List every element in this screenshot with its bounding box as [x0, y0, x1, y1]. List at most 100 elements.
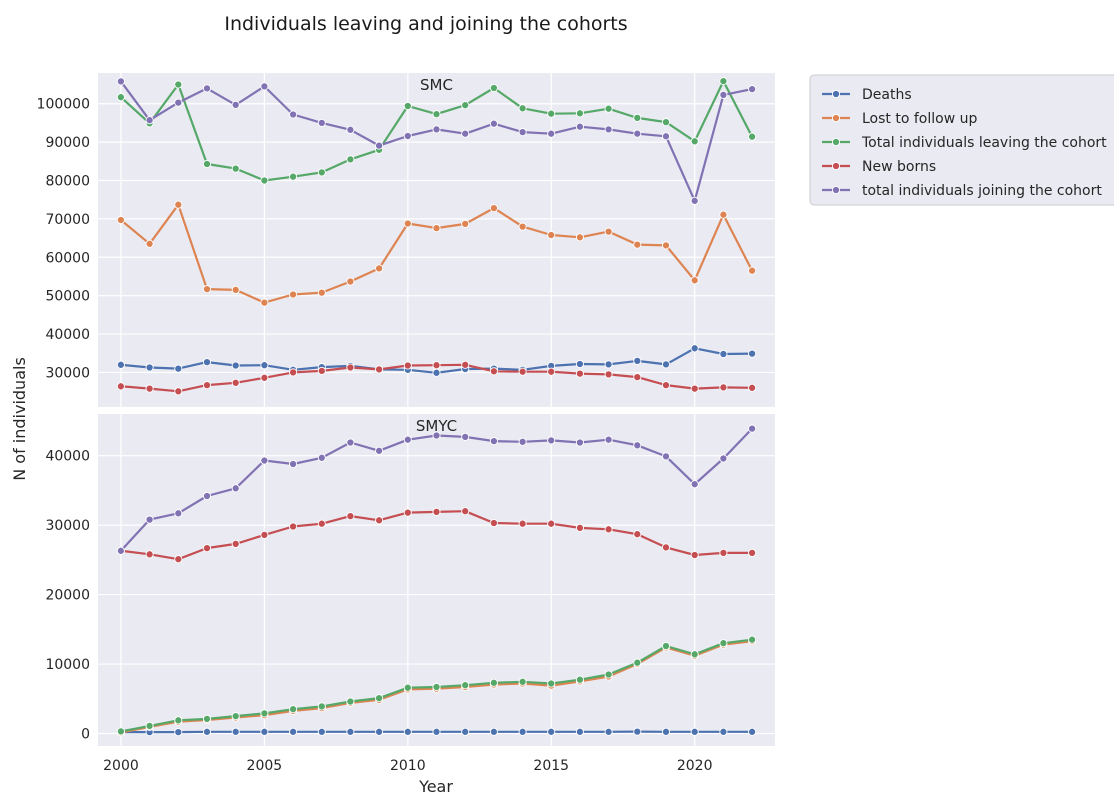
data-point [375, 694, 384, 703]
data-point [346, 697, 355, 706]
data-point [489, 83, 498, 93]
data-point [748, 85, 757, 94]
panel-title: SMYC [416, 417, 457, 435]
data-point [489, 367, 498, 376]
data-point [202, 381, 212, 390]
data-point [690, 480, 699, 489]
data-point [116, 727, 125, 736]
data-point [461, 507, 470, 516]
legend-entry: Lost to follow up [822, 111, 977, 127]
data-point [518, 367, 527, 376]
y-tick-label: 0 [81, 726, 90, 742]
data-point [116, 360, 125, 369]
data-point [633, 129, 642, 138]
data-point [403, 101, 412, 111]
x-tick-label: 2005 [247, 758, 283, 774]
data-point [231, 285, 240, 294]
data-point [260, 709, 269, 718]
data-point [202, 544, 212, 553]
data-point [202, 714, 212, 723]
data-point [604, 525, 613, 534]
data-point [748, 349, 757, 358]
data-point [690, 137, 699, 146]
data-point [489, 678, 498, 687]
data-point [403, 683, 412, 692]
data-point [202, 159, 212, 169]
data-point [432, 361, 441, 370]
data-point [231, 539, 240, 548]
data-point [461, 101, 470, 110]
data-point [518, 727, 527, 736]
data-point [260, 456, 269, 465]
data-point [231, 378, 240, 387]
data-point [633, 373, 642, 382]
data-point [202, 84, 212, 93]
data-point [289, 522, 298, 531]
data-point [661, 241, 671, 250]
data-point [145, 363, 154, 372]
data-point [719, 90, 728, 99]
data-point [145, 116, 154, 125]
data-point [719, 727, 728, 736]
legend-entry: total individuals joining the cohort [822, 183, 1102, 199]
data-point [289, 705, 298, 714]
data-point [403, 727, 412, 736]
data-point [748, 266, 757, 275]
data-point [231, 727, 240, 736]
data-point [518, 677, 527, 686]
data-point [289, 459, 298, 469]
x-tick-label: 2010 [390, 758, 426, 774]
legend-entry: New borns [822, 159, 936, 175]
data-point [719, 548, 728, 557]
y-tick-label: 60000 [45, 250, 90, 266]
data-point [289, 727, 298, 736]
legend-label: Total individuals leaving the cohort [861, 135, 1107, 151]
data-point [260, 727, 269, 736]
data-point [748, 424, 757, 433]
data-point [403, 131, 412, 141]
panel-background [98, 73, 775, 407]
data-point [174, 728, 183, 737]
data-point [346, 125, 355, 134]
data-point [518, 222, 527, 231]
legend-marker [831, 185, 841, 195]
data-point [289, 172, 298, 181]
panel-0: 30000 40000 50000 60000 70000 80000 90000 10000… [37, 73, 775, 407]
data-point [719, 383, 728, 392]
data-point [375, 727, 384, 736]
data-point [518, 128, 527, 137]
data-point [604, 435, 613, 444]
data-point [202, 358, 212, 367]
data-point [633, 727, 642, 736]
data-point [231, 712, 240, 721]
data-point [317, 288, 326, 297]
legend-marker [831, 161, 841, 171]
data-point [719, 77, 728, 86]
data-point [317, 453, 326, 462]
legend-label: total individuals joining the cohort [862, 183, 1102, 199]
data-point [604, 360, 613, 369]
data-point [174, 80, 183, 89]
data-point [661, 360, 671, 369]
data-point [661, 132, 671, 141]
data-point [375, 264, 384, 273]
data-point [375, 516, 384, 525]
data-point [231, 484, 240, 493]
data-point [461, 727, 470, 736]
legend-label: Lost to follow up [862, 111, 977, 127]
y-tick-label: 70000 [45, 212, 90, 228]
series-lost-to-follow-up [116, 200, 757, 307]
data-point [461, 360, 470, 369]
data-point [575, 109, 584, 118]
data-point [432, 431, 441, 440]
data-point [432, 224, 441, 233]
x-tick-label: 2020 [677, 758, 713, 774]
data-point [547, 679, 556, 688]
data-point [346, 363, 355, 372]
data-point [719, 454, 728, 463]
data-point [403, 435, 412, 444]
data-point [690, 196, 699, 205]
data-point [661, 118, 671, 127]
data-point [748, 548, 757, 557]
data-point [174, 509, 183, 518]
